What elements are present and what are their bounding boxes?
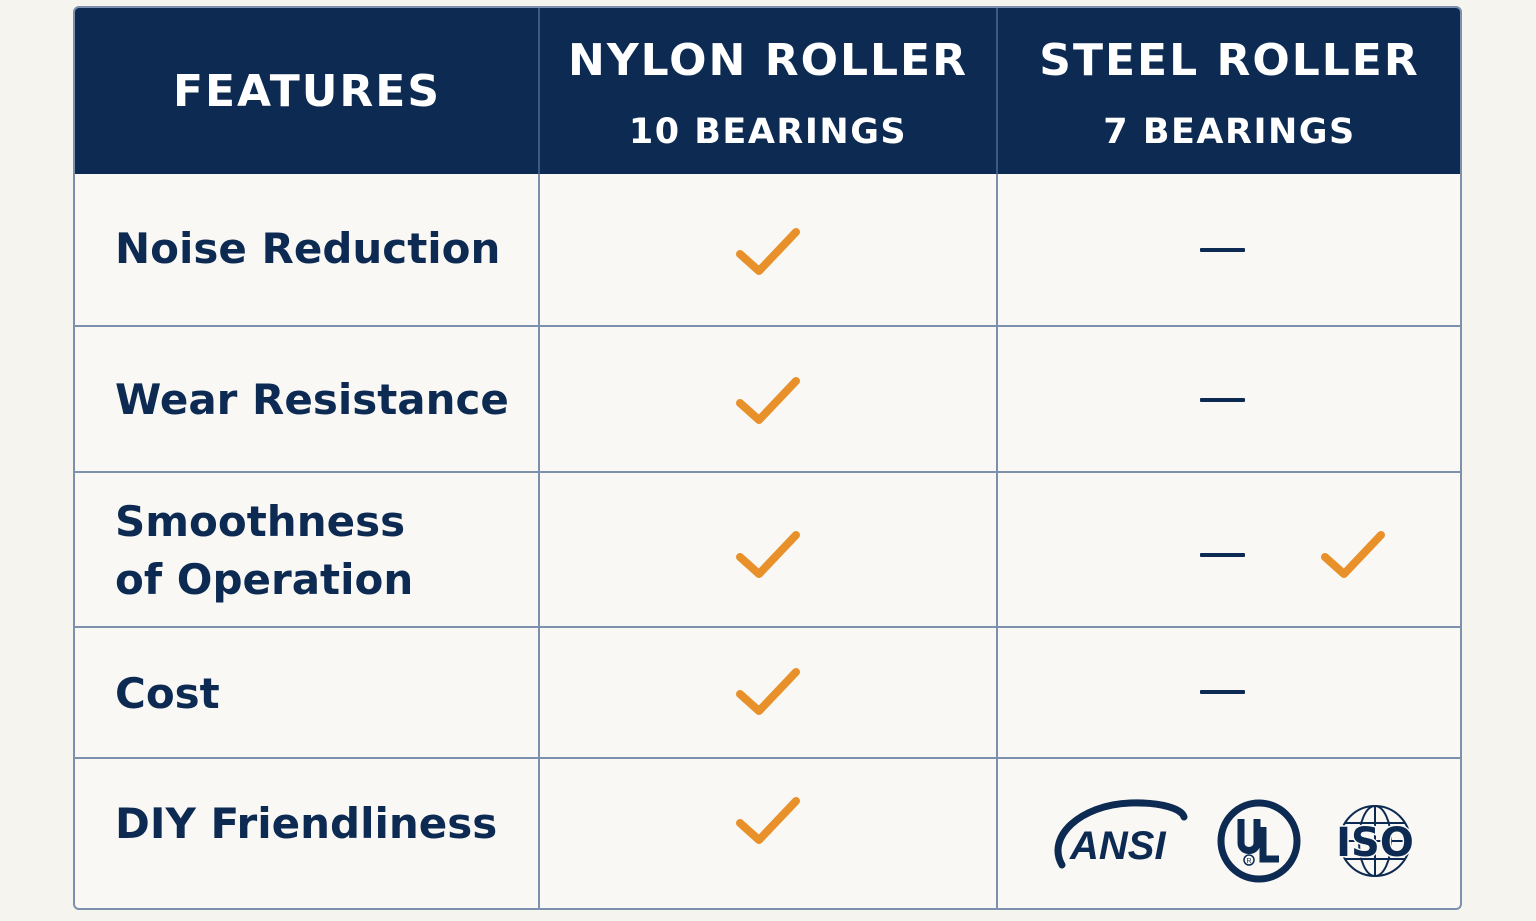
nylon-roller-heading: NYLON ROLLER <box>568 35 968 86</box>
dash-icon <box>1200 690 1245 694</box>
ul-logo: R UL <box>1215 797 1303 889</box>
nylon-bearings-subheading: 10 BEARINGS <box>628 112 908 152</box>
feature-label: Cost <box>115 669 220 718</box>
column-divider <box>538 174 540 908</box>
row-divider <box>75 757 1460 759</box>
table-row: DIY Friendliness ANSI R UL <box>75 759 1460 908</box>
steel-roller-heading: STEEL ROLLER <box>1039 35 1420 86</box>
check-icon <box>735 795 801 847</box>
header-features: FEATURES <box>75 8 539 174</box>
header-divider <box>996 8 998 174</box>
dash-icon <box>1200 553 1245 557</box>
check-icon <box>1320 529 1386 581</box>
dash-icon <box>1200 248 1245 252</box>
feature-label: Wear Resistance <box>115 375 509 424</box>
features-heading: FEATURES <box>172 66 442 117</box>
table-row: Noise Reduction <box>75 174 1460 325</box>
row-divider <box>75 626 1460 628</box>
check-icon <box>735 375 801 427</box>
header-nylon: NYLON ROLLER 10 BEARINGS <box>539 8 997 174</box>
check-icon <box>735 666 801 718</box>
row-divider <box>75 325 1460 327</box>
header-divider <box>538 8 540 174</box>
header-steel: STEEL ROLLER 7 BEARINGS <box>997 8 1460 174</box>
table-header: FEATURES NYLON ROLLER 10 BEARINGS STEEL … <box>75 8 1460 174</box>
svg-text:R: R <box>1247 858 1252 865</box>
steel-bearings-subheading: 7 BEARINGS <box>1103 112 1356 152</box>
feature-label-line-2: of Operation <box>115 555 414 604</box>
feature-label: DIY Friendliness <box>115 799 498 848</box>
table-row: Wear Resistance <box>75 327 1460 471</box>
comparison-table: FEATURES NYLON ROLLER 10 BEARINGS STEEL … <box>73 6 1462 910</box>
check-icon <box>735 529 801 581</box>
table-row: Smoothness of Operation <box>75 473 1460 626</box>
iso-logo: ISO <box>1327 801 1423 887</box>
check-icon <box>735 226 801 278</box>
row-divider <box>75 471 1460 473</box>
feature-label-line-1: Smoothness <box>115 497 406 546</box>
ansi-logo-text: ANSI <box>1069 824 1166 868</box>
column-divider <box>996 174 998 908</box>
dash-icon <box>1200 398 1245 402</box>
iso-logo-text: ISO <box>1336 820 1414 866</box>
table-row: Cost <box>75 628 1460 757</box>
ansi-logo: ANSI <box>1050 795 1190 879</box>
feature-label: Noise Reduction <box>115 224 501 273</box>
